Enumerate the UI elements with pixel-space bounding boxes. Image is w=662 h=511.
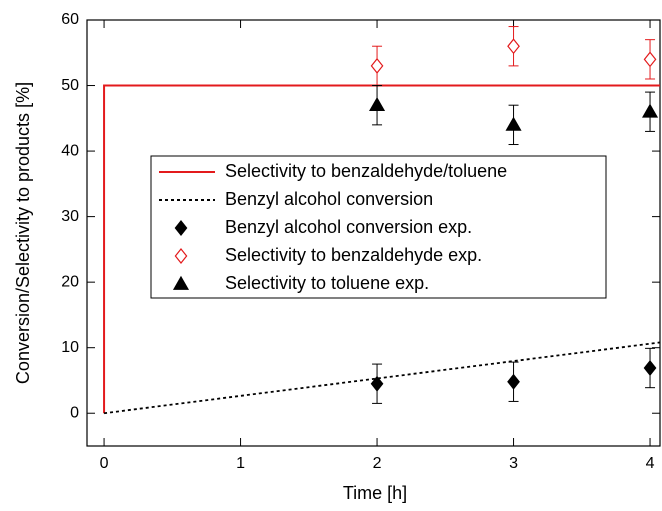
data-point — [507, 38, 520, 55]
x-tick-label: 4 — [646, 455, 655, 472]
data-point — [507, 373, 520, 390]
data-point — [369, 96, 386, 112]
legend-marker — [172, 275, 190, 290]
y-tick-label: 60 — [61, 11, 79, 28]
data-point — [370, 57, 384, 74]
y-tick-label: 40 — [61, 142, 79, 159]
series-line — [103, 341, 661, 415]
data-point — [642, 103, 659, 118]
legend-label: Benzyl alcohol conversion — [225, 189, 433, 209]
x-tick-label: 0 — [100, 455, 109, 472]
data-point — [505, 116, 522, 131]
series-line — [103, 84, 660, 414]
x-tick-label: 1 — [236, 455, 245, 472]
y-axis-label: Conversion/Selectivity to products [%] — [13, 82, 33, 384]
legend-label: Selectivity to benzaldehyde exp. — [225, 245, 482, 265]
y-tick-label: 0 — [70, 404, 79, 421]
legend-box — [150, 155, 607, 299]
legend-marker — [174, 248, 188, 264]
y-tick-label: 10 — [61, 339, 79, 356]
legend-marker — [174, 220, 188, 236]
x-axis-label: Time [h] — [343, 483, 407, 503]
x-tick-label: 2 — [373, 455, 382, 472]
legend-label: Benzyl alcohol conversion exp. — [225, 217, 472, 237]
data-point — [643, 51, 657, 68]
legend-label: Selectivity to benzaldehyde/toluene — [225, 161, 507, 181]
y-tick-label: 50 — [61, 77, 79, 94]
data-point — [643, 360, 657, 376]
data-point — [370, 375, 384, 392]
x-tick-label: 3 — [509, 455, 518, 472]
y-tick-label: 30 — [61, 208, 79, 225]
legend-label: Selectivity to toluene exp. — [225, 273, 429, 293]
y-tick-label: 20 — [61, 273, 79, 290]
plot-frame — [86, 19, 661, 447]
